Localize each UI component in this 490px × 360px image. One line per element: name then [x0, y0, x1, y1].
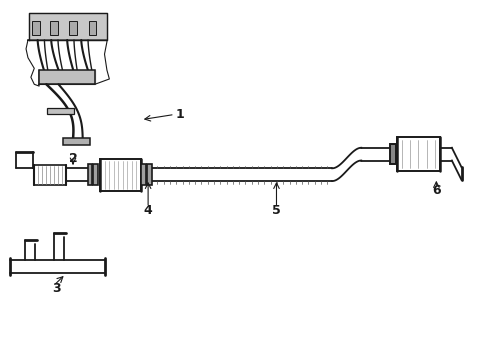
Bar	[88, 164, 93, 185]
Bar	[32, 21, 40, 35]
Text: 6: 6	[432, 184, 441, 197]
Bar	[397, 137, 440, 171]
Text: 5: 5	[272, 204, 281, 217]
Bar	[48, 108, 74, 114]
Bar	[39, 70, 95, 84]
Bar	[50, 21, 57, 35]
Bar	[99, 159, 141, 191]
Text: 4: 4	[144, 204, 152, 217]
Bar	[69, 21, 77, 35]
Text: 1: 1	[175, 108, 184, 121]
Polygon shape	[29, 13, 107, 40]
Bar	[391, 144, 396, 164]
Bar	[34, 165, 66, 185]
Text: 3: 3	[52, 282, 60, 294]
Text: 2: 2	[69, 152, 77, 165]
Bar	[147, 164, 151, 185]
Bar	[94, 164, 98, 185]
Bar	[63, 138, 90, 145]
Bar	[89, 21, 96, 35]
Polygon shape	[39, 70, 95, 84]
Bar	[141, 164, 146, 185]
